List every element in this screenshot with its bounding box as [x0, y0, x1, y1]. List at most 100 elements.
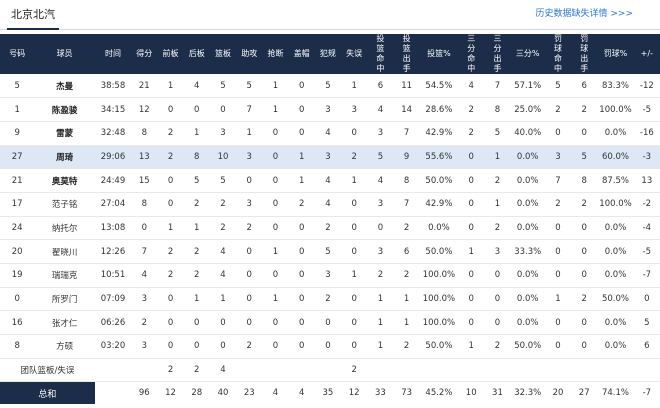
table-cell: 0 [262, 216, 289, 241]
player-row[interactable]: 5 杰曼 38:58 21 1 4 5 5 1 0 5 1 6 11 54.5% 4 7 57.1% 5 6 83.3%… [0, 74, 660, 99]
table-cell: 50.0% [419, 168, 459, 193]
table-cell: 4 [209, 263, 237, 288]
table-cell: 0 [341, 310, 368, 336]
table-cell: 0 [157, 97, 184, 122]
table-cell [314, 358, 342, 383]
table-cell: 2 [209, 216, 237, 241]
table-cell: 50.0% [419, 334, 459, 359]
history-detail-link[interactable]: 历史数据缺失详情 >>> [535, 9, 633, 19]
table-cell: 0 [288, 239, 315, 264]
table-cell: 0 [458, 145, 485, 170]
column-header: 罚球% [597, 34, 634, 74]
table-cell: 2 [183, 358, 210, 383]
table-cell: 5 [633, 310, 660, 336]
player-row[interactable]: 21 奥莫特 24:49 15 0 5 5 0 0 1 4 1 4 8 50.0% 0 2 0.0% 7 8 87.5%… [0, 168, 660, 193]
table-cell: 0 [157, 310, 184, 336]
table-cell: 0.0% [510, 310, 545, 336]
table-cell: 4 [183, 74, 210, 99]
player-row[interactable]: 17 范子铭 27:04 8 0 2 2 3 0 2 4 0 3 7 42.9% 0 1 0.0% 2 2 100.0%… [0, 192, 660, 217]
table-cell: 0 [209, 97, 237, 122]
column-header: 失误 [341, 34, 368, 74]
player-name[interactable]: 雷蒙 [34, 121, 95, 146]
table-cell: 0.0% [510, 192, 545, 217]
table-cell: 60.0% [597, 145, 634, 170]
player-row[interactable]: 19 瑞瑞克 10:51 4 2 2 4 0 0 0 3 1 2 2 100.0% 0 0 0.0% 0 0 0.0% -… [0, 263, 660, 288]
player-row[interactable]: 8 方硕 03:20 3 0 0 0 2 0 0 0 0 1 2 50.0% 1 2 50.0% 0 0 0.0% 6 [0, 334, 660, 359]
table-cell [236, 358, 263, 383]
player-row[interactable]: 0 所罗门 07:09 3 0 1 1 0 1 0 2 0 1 1 100.0% 0 0 0.0% 1 2 50.0% 0 [0, 287, 660, 312]
table-cell: 1 [183, 216, 210, 241]
team-rebound-row: 团队篮板/失误 2 2 4 2 [0, 358, 660, 383]
player-name[interactable]: 纳托尔 [34, 216, 95, 241]
table-cell: 2 [288, 192, 315, 217]
player-row[interactable]: 20 翟晓川 12:26 7 2 2 4 0 1 0 5 0 3 6 50.0% 1 3 33.3% 0 0 0.0% -… [0, 239, 660, 264]
table-cell [458, 358, 485, 383]
table-cell: 1 [544, 287, 572, 312]
table-cell: 4 [314, 192, 342, 217]
table-cell: 2 [484, 334, 511, 359]
table-cell: 1 [183, 287, 210, 312]
player-row[interactable]: 24 纳托尔 13:08 0 1 1 2 2 0 0 2 0 0 2 0.0% 0 2 0.0% 0 0 0.0% -4 [0, 216, 660, 241]
table-cell: 2 [314, 216, 342, 241]
table-cell: 29:06 [94, 145, 132, 170]
player-name[interactable]: 所罗门 [34, 287, 95, 312]
table-cell: 0 [236, 263, 263, 288]
table-cell [131, 358, 158, 383]
table-cell: 0 [288, 74, 315, 99]
table-cell: 0 [288, 97, 315, 122]
table-cell: 0.0% [597, 121, 634, 146]
table-cell: -2 [633, 192, 660, 217]
player-name[interactable]: 陈盈骏 [34, 97, 95, 122]
table-cell: 10 [209, 145, 237, 170]
column-header: 投篮命中 [367, 34, 394, 74]
player-row[interactable]: 9 雷蒙 32:48 8 2 1 3 1 0 0 4 0 3 7 42.9% 2 5 40.0% 0 0 0.0% -16 [0, 121, 660, 146]
table-cell: 0 [288, 334, 315, 359]
table-cell: 5 [314, 239, 342, 264]
table-cell [571, 358, 598, 383]
column-header: 投篮出手 [393, 34, 420, 74]
table-cell: 0 [571, 216, 598, 241]
table-cell: 0 [236, 239, 263, 264]
player-row[interactable]: 27 周琦 29:06 13 2 8 10 3 0 1 3 2 5 9 55.6% 0 1 0.0% 3 5 60.0%… [0, 145, 660, 170]
table-cell: 0 [367, 216, 394, 241]
player-name[interactable]: 方硕 [34, 334, 95, 359]
player-name[interactable]: 翟晓川 [34, 239, 95, 264]
table-cell: 12:26 [94, 239, 132, 264]
player-name[interactable]: 张才仁 [34, 310, 95, 336]
player-name[interactable]: 周琦 [34, 145, 95, 170]
table-cell: -5 [633, 239, 660, 264]
column-header-text: 投篮出手 [402, 34, 411, 73]
table-cell: 13 [131, 145, 158, 170]
table-cell: 42.9% [419, 121, 459, 146]
table-cell: 1 [367, 287, 394, 312]
table-cell: 32:48 [94, 121, 132, 146]
table-cell: 0 [571, 121, 598, 146]
table-cell: 总和 [0, 381, 95, 404]
table-cell: 100.0% [597, 97, 634, 122]
table-cell: 1 [262, 239, 289, 264]
player-row[interactable]: 16 张才仁 06:26 2 0 0 0 0 0 0 0 0 1 1 100.0% 0 0 0.0% 0 0 0.0% 5 [0, 310, 660, 336]
table-cell: 100.0% [597, 192, 634, 217]
table-cell: 2 [484, 216, 511, 241]
table-cell: 0 [262, 263, 289, 288]
table-cell: 11 [393, 74, 420, 99]
table-cell: 13:08 [94, 216, 132, 241]
player-name[interactable]: 范子铭 [34, 192, 95, 217]
table-cell: 2 [544, 192, 572, 217]
table-cell: 15 [131, 168, 158, 193]
table-cell: 2 [157, 121, 184, 146]
player-name[interactable]: 杰曼 [34, 74, 95, 99]
table-cell: 0 [571, 334, 598, 359]
table-cell: 2 [157, 263, 184, 288]
player-name[interactable]: 奥莫特 [34, 168, 95, 193]
table-cell [367, 358, 394, 383]
table-cell: 0 [183, 310, 210, 336]
table-cell: 45.2% [425, 388, 453, 399]
table-cell: 2 [236, 334, 263, 359]
table-cell: 1 [262, 287, 289, 312]
player-row[interactable]: 1 陈盈骏 34:15 12 0 0 0 7 1 0 3 3 4 14 28.6% 2 8 25.0% 2 2 100.… [0, 97, 660, 122]
team-tab[interactable]: 北京北汽 [7, 6, 59, 30]
column-header-text: 投篮命中 [376, 34, 385, 73]
table-cell: 2 [341, 145, 368, 170]
player-name[interactable]: 瑞瑞克 [34, 263, 95, 288]
